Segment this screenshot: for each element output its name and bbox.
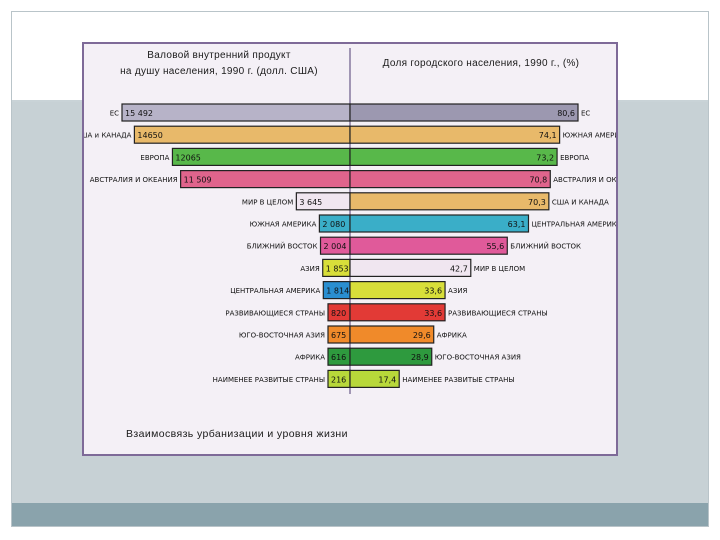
slide-bottom-band [12,503,708,526]
right-panel-title: Доля городского населения, 1990 г., (%) [382,58,580,69]
left-category-label: США и КАНАДА [84,132,132,140]
left-category-label: АЗИЯ [300,265,320,273]
right-bar [349,258,472,277]
right-category-label: АВСТРАЛИЯ И ОКЕАНИЯ [553,176,616,184]
left-value-label: 14650 [137,131,162,140]
left-category-label: ЮЖНАЯ АМЕРИКА [250,221,317,229]
left-category-label: ЕВРОПА [140,154,169,162]
left-bar [133,125,351,144]
chart-figure: 15 492 ЕС 14650 США и КАНАДА 12065 ЕВРОПА 11 5… [82,42,618,456]
figure-caption: Взаимосвязь урбанизации и уровня жизни [126,428,348,440]
right-bar [349,347,433,366]
right-bar [349,214,530,233]
right-category-label: ЮГО-ВОСТОЧНАЯ АЗИЯ [435,354,521,362]
left-title-line2: на душу населения, 1990 г. (долл. США) [120,66,318,77]
right-value-label: 29,6 [413,331,431,340]
right-value-label: 70,3 [528,198,546,207]
right-category-label: США И КАНАДА [552,198,609,206]
left-category-label: АФРИКА [295,354,325,362]
right-bar [349,303,446,322]
left-category-label: ЕС [110,110,119,118]
right-category-label: АЗИЯ [448,287,468,295]
left-value-label: 2 080 [322,220,345,229]
left-value-label: 15 492 [125,109,153,118]
right-bar [349,103,579,122]
left-value-label: 1 814 [326,287,349,296]
right-category-label: АФРИКА [437,332,467,340]
right-value-label: 70,8 [529,176,547,185]
left-category-label: АВСТРАЛИЯ И ОКЕАНИЯ [90,176,178,184]
right-bar [349,236,508,255]
left-value-label: 675 [331,331,346,340]
right-category-label: ЕС [581,110,590,118]
right-bar [349,169,551,189]
left-value-label: 3 645 [299,198,322,207]
right-value-label: 55,6 [486,242,504,251]
chart-svg: 15 492 ЕС 14650 США и КАНАДА 12065 ЕВРОПА 11 5… [84,48,616,394]
left-value-label: 11 509 [184,176,212,185]
right-value-label: 42,7 [450,264,468,273]
left-category-label: МИР В ЦЕЛОМ [242,198,293,206]
right-value-label: 63,1 [508,220,526,229]
right-value-label: 33,6 [424,309,442,318]
right-value-label: 33,6 [424,287,442,296]
left-panel-title: Валовой внутренний продукт на душу насел… [92,48,346,80]
left-value-label: 616 [331,353,346,362]
right-category-label: ЮЖНАЯ АМЕРИКА [563,132,616,140]
right-category-label: ЦЕНТРАЛЬНАЯ АМЕРИКА [531,221,616,229]
left-value-label: 2 004 [324,242,347,251]
right-bar [349,192,550,211]
left-category-label: НАИМЕНЕЕ РАЗВИТЫЕ СТРАНЫ [213,376,325,384]
right-value-label: 74,1 [539,131,557,140]
left-title-line1: Валовой внутренний продукт [147,50,291,61]
right-category-label: ЕВРОПА [560,154,589,162]
left-value-label: 216 [331,375,346,384]
left-value-label: 1 853 [326,264,349,273]
left-bar [121,103,351,122]
left-value-label: 12065 [175,153,200,162]
right-value-label: 80,6 [557,109,575,118]
left-category-label: РАЗВИВАЮЩИЕСЯ СТРАНЫ [225,309,325,317]
left-category-label: ЮГО-ВОСТОЧНАЯ АЗИЯ [239,332,325,340]
left-value-label: 820 [331,309,346,318]
right-category-label: БЛИЖНИЙ ВОСТОК [510,242,581,251]
right-category-label: РАЗВИВАЮЩИЕСЯ СТРАНЫ [448,309,548,317]
right-bar [349,325,435,344]
right-category-label: НАИМЕНЕЕ РАЗВИТЫЕ СТРАНЫ [402,376,514,384]
right-bar [349,369,400,388]
left-category-label: ЦЕНТРАЛЬНАЯ АМЕРИКА [230,287,320,295]
left-category-label: БЛИЖНИЙ ВОСТОК [247,242,318,251]
right-bar [349,147,558,167]
right-bar [349,125,561,144]
right-category-label: МИР В ЦЕЛОМ [474,265,525,273]
right-bar [349,281,446,300]
right-value-label: 73,2 [536,153,554,162]
right-value-label: 28,9 [411,353,429,362]
right-value-label: 17,4 [378,375,396,384]
